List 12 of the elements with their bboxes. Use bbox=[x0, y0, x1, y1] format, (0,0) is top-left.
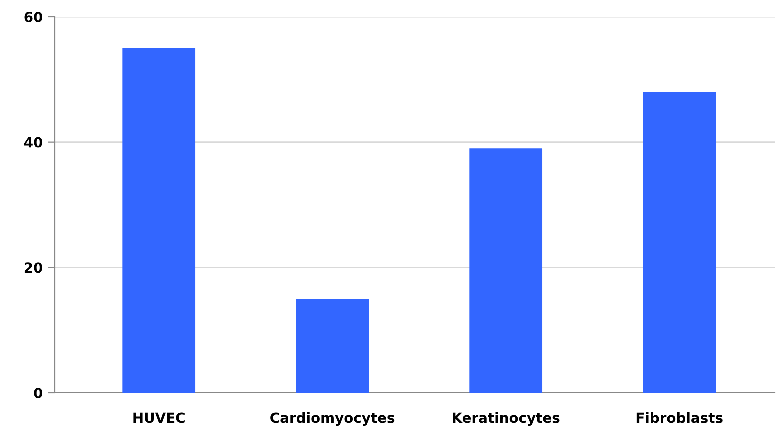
x-tick-label: Keratinocytes bbox=[453, 412, 560, 426]
x-tick-label: Cardiomyocytes bbox=[270, 412, 395, 426]
bar bbox=[122, 48, 196, 393]
bar bbox=[470, 148, 543, 393]
x-tick-label: Fibroblasts bbox=[636, 412, 723, 424]
bar bbox=[296, 299, 370, 393]
y-tick-label: 40 bbox=[24, 137, 43, 148]
x-tick-label: HUVEC bbox=[134, 412, 185, 424]
y-tick-label: 60 bbox=[24, 12, 43, 22]
bar bbox=[643, 92, 716, 393]
y-tick-label: 20 bbox=[24, 262, 43, 274]
y-tick-label: 0 bbox=[34, 388, 43, 398]
